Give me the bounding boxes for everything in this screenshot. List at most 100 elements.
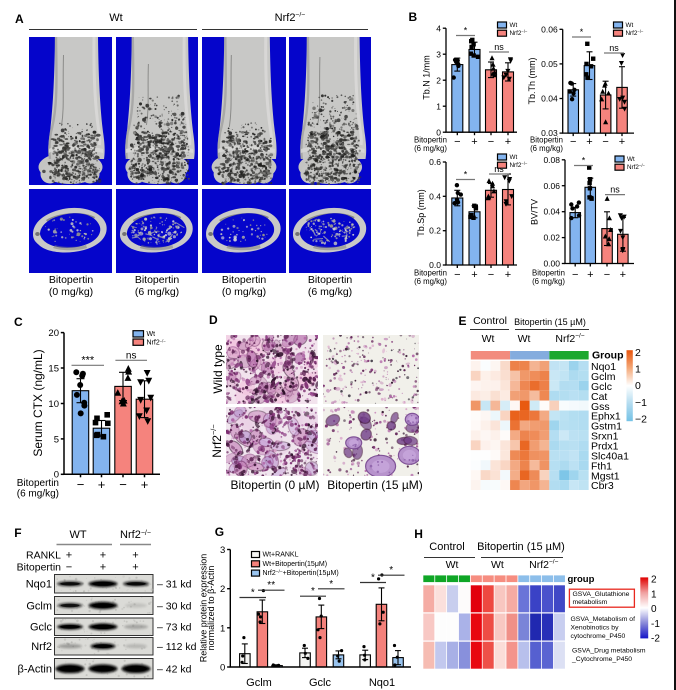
svg-text:– 30 kd: – 30 kd bbox=[157, 600, 192, 612]
svg-text:– 73 kd: – 73 kd bbox=[157, 622, 192, 634]
svg-text:3: 3 bbox=[436, 49, 441, 59]
svg-text:+: + bbox=[100, 550, 106, 562]
svg-text:0.4: 0.4 bbox=[429, 191, 441, 201]
svg-text:Bitopertin: Bitopertin bbox=[530, 136, 563, 145]
svg-text:Gclc: Gclc bbox=[591, 381, 612, 393]
svg-text:−: − bbox=[602, 136, 608, 148]
svg-text:Bitopertin: Bitopertin bbox=[414, 269, 447, 278]
svg-text:Nqo1: Nqo1 bbox=[591, 361, 616, 373]
svg-text:Group: Group bbox=[592, 350, 624, 362]
svg-text:0.6: 0.6 bbox=[429, 157, 441, 167]
svg-text:– 31 kd: – 31 kd bbox=[157, 579, 192, 591]
svg-text:ns: ns bbox=[609, 43, 619, 53]
svg-text:−: − bbox=[454, 136, 460, 148]
svg-text:Bitopertin: Bitopertin bbox=[532, 269, 565, 278]
svg-text:0.06: 0.06 bbox=[543, 181, 560, 191]
svg-text:Wt: Wt bbox=[147, 331, 156, 338]
svg-text:Bitopertin: Bitopertin bbox=[17, 478, 59, 489]
svg-text:Gclm: Gclm bbox=[591, 371, 616, 383]
svg-text:Gclm: Gclm bbox=[26, 600, 52, 612]
svg-text:+: + bbox=[505, 136, 511, 148]
svg-text:Wt: Wt bbox=[510, 22, 518, 29]
svg-text:***: *** bbox=[81, 354, 95, 366]
svg-text:−: − bbox=[454, 269, 460, 281]
svg-text:Nrf2−/−: Nrf2−/− bbox=[510, 161, 529, 170]
svg-text:+: + bbox=[586, 136, 592, 148]
svg-text:−: − bbox=[572, 269, 578, 281]
svg-text:*: * bbox=[464, 26, 468, 36]
svg-text:−: − bbox=[570, 136, 576, 148]
svg-text:+: + bbox=[66, 550, 72, 562]
svg-text:(6 mg/kg): (6 mg/kg) bbox=[414, 144, 447, 153]
svg-text:Mgst1: Mgst1 bbox=[591, 470, 620, 482]
svg-text:ns: ns bbox=[126, 350, 137, 361]
svg-text:Ephx1: Ephx1 bbox=[591, 411, 621, 423]
svg-text:20: 20 bbox=[48, 328, 59, 339]
svg-text:0: 0 bbox=[436, 127, 441, 137]
svg-text:+: + bbox=[132, 550, 138, 562]
svg-text:0.0: 0.0 bbox=[429, 260, 441, 270]
svg-text:0: 0 bbox=[54, 470, 59, 481]
svg-text:−2: −2 bbox=[635, 413, 647, 425]
svg-text:Nqo1: Nqo1 bbox=[26, 579, 52, 591]
svg-text:BV/TV: BV/TV bbox=[530, 199, 540, 225]
svg-text:0.04: 0.04 bbox=[541, 94, 558, 104]
svg-text:Gss: Gss bbox=[591, 401, 610, 413]
svg-text:(6 mg/kg): (6 mg/kg) bbox=[414, 277, 447, 286]
svg-text:0.04: 0.04 bbox=[543, 207, 560, 217]
svg-text:Prdx1: Prdx1 bbox=[591, 441, 619, 453]
svg-text:RANKL: RANKL bbox=[26, 550, 61, 562]
svg-text:−: − bbox=[119, 477, 127, 492]
svg-text:Nrf2−/−: Nrf2−/− bbox=[510, 29, 529, 38]
svg-text:5: 5 bbox=[54, 434, 59, 445]
svg-text:0.00: 0.00 bbox=[543, 259, 560, 269]
svg-text:+: + bbox=[141, 477, 149, 492]
svg-text:Nrf2−/−: Nrf2−/− bbox=[147, 338, 167, 347]
svg-text:0.06: 0.06 bbox=[541, 24, 558, 34]
svg-text:Wt: Wt bbox=[627, 156, 635, 163]
svg-text:2: 2 bbox=[436, 75, 441, 85]
svg-text:Tb.Th (mm): Tb.Th (mm) bbox=[527, 58, 537, 105]
svg-text:Tb.N 1/mm: Tb.N 1/mm bbox=[422, 55, 432, 100]
svg-text:ns: ns bbox=[610, 185, 620, 195]
svg-text:−: − bbox=[66, 562, 72, 574]
svg-text:+: + bbox=[587, 269, 593, 281]
svg-text:Wt: Wt bbox=[626, 22, 634, 29]
svg-text:Tb.Sp (mm): Tb.Sp (mm) bbox=[416, 189, 426, 237]
svg-text:+: + bbox=[132, 562, 138, 574]
svg-text:Bitopertin: Bitopertin bbox=[414, 136, 447, 145]
svg-text:Gclc: Gclc bbox=[30, 622, 53, 634]
svg-text:*: * bbox=[580, 27, 584, 37]
svg-text:0.02: 0.02 bbox=[543, 233, 560, 243]
svg-text:Nrf2−/−: Nrf2−/− bbox=[120, 529, 151, 541]
svg-text:−: − bbox=[604, 269, 610, 281]
svg-text:Bitopertin: Bitopertin bbox=[17, 562, 62, 574]
svg-text:0.03: 0.03 bbox=[541, 128, 558, 138]
svg-text:Cbr3: Cbr3 bbox=[591, 480, 614, 492]
svg-text:1: 1 bbox=[635, 364, 641, 376]
svg-text:10: 10 bbox=[48, 399, 59, 410]
svg-text:ns: ns bbox=[494, 164, 504, 174]
svg-text:+: + bbox=[100, 562, 106, 574]
svg-text:−: − bbox=[77, 477, 85, 492]
svg-text:+: + bbox=[471, 269, 477, 281]
svg-text:(6 mg/kg): (6 mg/kg) bbox=[530, 144, 563, 153]
svg-text:0.08: 0.08 bbox=[543, 155, 560, 165]
svg-text:0: 0 bbox=[635, 380, 641, 392]
svg-text:+: + bbox=[620, 269, 626, 281]
svg-text:Gstm1: Gstm1 bbox=[591, 421, 622, 433]
svg-text:WT: WT bbox=[69, 529, 86, 541]
svg-text:+: + bbox=[505, 269, 511, 281]
svg-text:2: 2 bbox=[635, 347, 641, 359]
svg-text:+: + bbox=[98, 477, 106, 492]
svg-text:Cat: Cat bbox=[591, 391, 607, 403]
svg-text:Srxn1: Srxn1 bbox=[591, 431, 619, 443]
svg-text:4: 4 bbox=[436, 23, 441, 33]
svg-text:Fth1: Fth1 bbox=[591, 460, 612, 472]
svg-text:0.05: 0.05 bbox=[541, 59, 558, 69]
svg-text:0.2: 0.2 bbox=[429, 226, 441, 236]
svg-text:−: − bbox=[488, 136, 494, 148]
svg-text:+: + bbox=[471, 136, 477, 148]
svg-text:Serum CTX (ng/mL): Serum CTX (ng/mL) bbox=[31, 349, 45, 456]
svg-text:+: + bbox=[619, 136, 625, 148]
